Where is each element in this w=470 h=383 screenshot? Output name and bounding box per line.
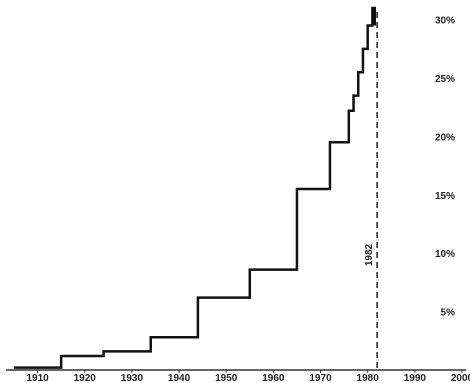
y-axis: 5% 10% 15% 20% 25% 30% xyxy=(435,16,455,319)
x-tick-label: 1970 xyxy=(309,373,332,383)
annotations: 1982 xyxy=(364,12,378,370)
y-tick-label: 30% xyxy=(435,16,455,27)
y-tick-label: 15% xyxy=(435,191,455,202)
x-tick-label: 1990 xyxy=(404,373,427,383)
x-tick-label: 1950 xyxy=(215,373,238,383)
y-tick-label: 20% xyxy=(435,132,455,143)
x-tick-label: 1960 xyxy=(262,373,285,383)
vline-label: 1982 xyxy=(364,243,375,266)
y-tick-label: 5% xyxy=(441,308,456,319)
x-tick-label: 1920 xyxy=(74,373,97,383)
y-tick-label: 10% xyxy=(435,249,455,260)
x-axis: 1910 1920 1930 1940 1950 1960 1970 1980 1990 2000 xyxy=(6,369,470,383)
y-tick-label: 25% xyxy=(435,74,455,85)
x-tick-label: 2000 xyxy=(451,373,470,383)
x-tick-label: 1930 xyxy=(121,373,144,383)
x-tick-label: 1940 xyxy=(168,373,191,383)
x-tick-label: 1980 xyxy=(357,373,380,383)
series-line xyxy=(14,6,377,369)
x-tick-label: 1910 xyxy=(26,373,49,383)
plot-area xyxy=(13,6,377,369)
